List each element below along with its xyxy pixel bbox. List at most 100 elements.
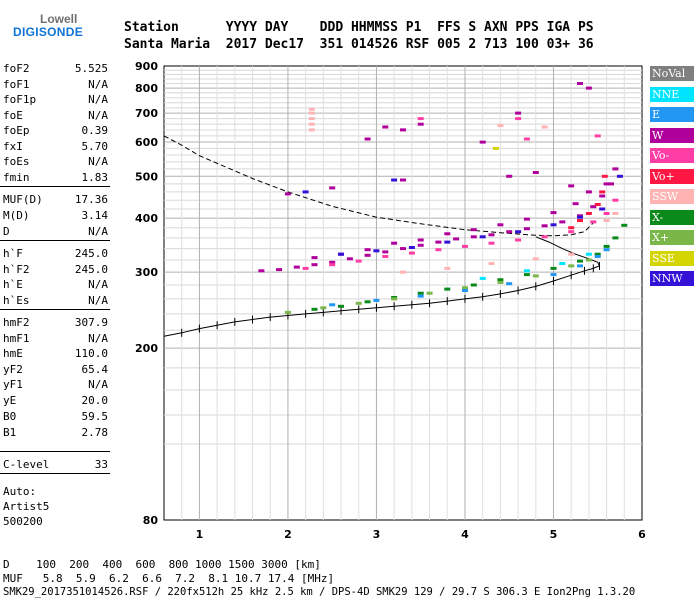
echo-point-nnw-8 <box>599 207 606 211</box>
echo-point-x-3 <box>391 297 398 301</box>
echo-point-x-8 <box>523 273 530 277</box>
echo-point-vo-4 <box>408 251 415 255</box>
param-value-23: 33 <box>94 458 108 471</box>
echo-point-w-4 <box>329 260 336 264</box>
echo-point-vo-14 <box>523 137 530 141</box>
legend-item-e: E <box>650 107 694 122</box>
legend-item-nne: NNE <box>650 86 694 102</box>
echo-point-x-1 <box>338 304 344 308</box>
echo-point-w-34 <box>585 190 592 194</box>
echo-point-vo-11 <box>590 220 597 224</box>
param-label-0: foF2 <box>3 62 30 75</box>
echo-point-w-43 <box>400 178 406 182</box>
auto-label: Auto: <box>3 485 37 498</box>
echo-point-nnw-1 <box>373 249 380 253</box>
legend-item-sse: SSE <box>650 250 694 266</box>
echo-point-vo-3 <box>594 203 601 206</box>
echo-point-w-7 <box>382 250 389 254</box>
param-label-11: h`F <box>3 247 23 260</box>
param-label-15: hmF2 <box>3 316 30 329</box>
echo-point-w-12 <box>470 235 477 239</box>
param-value-16: N/A <box>88 332 108 345</box>
param-label-16: hmF1 <box>3 332 30 345</box>
echo-point-nnw-3 <box>444 240 451 244</box>
param-value-12: 245.0 <box>74 263 108 276</box>
echo-point-ssw-13 <box>612 212 619 215</box>
echo-point-w-15 <box>523 227 530 231</box>
echo-point-w-44 <box>506 174 513 178</box>
legend-item-w: W <box>650 127 694 143</box>
echo-point-w-26 <box>391 241 398 245</box>
echo-point-nnw-2 <box>408 246 415 249</box>
echo-point-vo-9 <box>541 235 548 239</box>
echo-point-w-17 <box>559 220 566 224</box>
virtual-height-trace <box>163 236 601 341</box>
echo-point-w-38 <box>364 137 371 141</box>
echo-point-vo-4 <box>599 190 606 194</box>
auto-code: 500200 <box>3 515 43 528</box>
echo-point-sse-0 <box>492 146 499 150</box>
echo-point-w-29 <box>470 228 477 232</box>
echo-point-ssw-12 <box>603 219 610 222</box>
param-value-19: N/A <box>88 378 108 391</box>
param-label-7: fmin <box>3 171 30 184</box>
param-label-17: hmE <box>3 347 23 360</box>
echo-point-x-12 <box>603 244 610 248</box>
echo-point-vo-13 <box>612 198 619 202</box>
echo-point-w-2 <box>293 265 300 269</box>
echo-point-vo-10 <box>568 230 575 234</box>
echo-point-w-36 <box>400 128 406 132</box>
echo-point-vo-5 <box>601 174 608 178</box>
echo-point-x-0 <box>311 307 318 311</box>
param-label-3: foE <box>3 109 23 122</box>
param-label-21: B0 <box>3 410 17 423</box>
echo-point-w-32 <box>550 211 557 215</box>
echo-point-w-13 <box>488 233 495 237</box>
echo-point-nne-3 <box>585 252 592 256</box>
echo-point-w-19 <box>590 205 597 209</box>
echo-point-vo-8 <box>515 238 522 242</box>
param-label-12: h`F2 <box>3 263 30 276</box>
echo-point-x-9 <box>585 258 592 262</box>
param-label-19: yF1 <box>3 378 23 391</box>
param-value-7: 1.83 <box>81 171 109 184</box>
param-value-0: 5.525 <box>74 62 108 75</box>
echo-points <box>258 82 628 314</box>
x-tick-label-3: 4 <box>461 528 469 541</box>
echo-point-x-2 <box>364 300 371 304</box>
param-value-14: N/A <box>88 294 108 307</box>
echo-point-e-5 <box>550 273 557 277</box>
echo-point-x-5 <box>444 287 451 291</box>
echo-point-ssw-2 <box>308 117 315 121</box>
echo-point-nne-1 <box>523 269 530 273</box>
param-value-1: N/A <box>88 78 108 91</box>
y-tick-label-7: 800 <box>135 82 158 95</box>
echo-point-x-0 <box>284 310 291 314</box>
auto-program: Artist5 <box>3 500 50 513</box>
echo-point-x-7 <box>497 278 504 282</box>
profile-curve <box>163 135 594 237</box>
echo-point-x-13 <box>612 236 619 240</box>
y-tick-label-6: 700 <box>135 107 158 120</box>
echo-point-vo-12 <box>603 212 610 215</box>
legend-item-vo: Vo- <box>650 148 694 163</box>
legend-item-nnw: NNW <box>650 271 694 286</box>
echo-point-w-6 <box>364 253 371 257</box>
echo-point-e-1 <box>373 298 380 302</box>
echo-point-w-10 <box>435 240 442 244</box>
echo-point-w-25 <box>364 248 371 252</box>
true-height-profile-line <box>163 135 594 237</box>
echo-point-vo-2 <box>585 212 592 215</box>
param-label-13: h`E <box>3 278 23 291</box>
echo-point-e-0 <box>329 303 336 307</box>
header-row-values: Santa Maria 2017 Dec17 351 014526 RSF 00… <box>124 37 594 52</box>
echo-point-w-42 <box>585 86 592 90</box>
echo-point-w-22 <box>612 167 619 171</box>
echo-point-w-46 <box>329 186 336 190</box>
echo-point-w-5 <box>346 257 353 261</box>
x-tick-label-0: 1 <box>196 528 204 541</box>
param-label-18: yF2 <box>3 363 23 376</box>
echo-point-w-20 <box>599 194 606 198</box>
param-label-20: yE <box>3 394 17 407</box>
echo-point-w-35 <box>382 125 389 129</box>
